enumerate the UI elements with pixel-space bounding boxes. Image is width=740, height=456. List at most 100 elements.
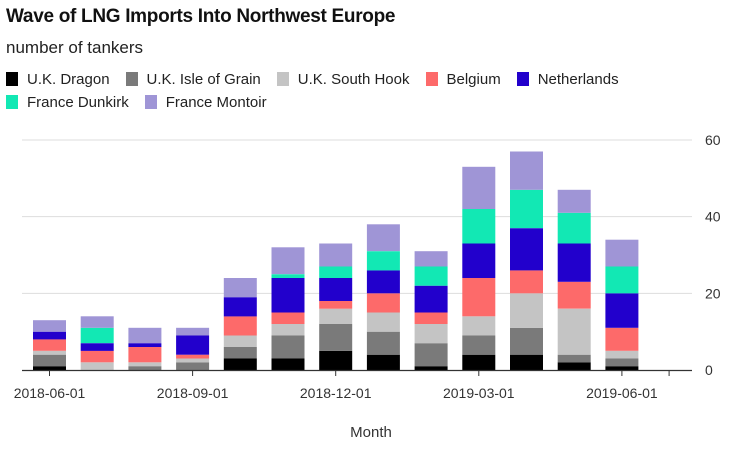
bar-segment: U.K. Isle of Grain 2018-09-01: 2 <box>176 362 210 370</box>
bar-segment: Netherlands 2018-11-01: 9 <box>271 278 305 313</box>
x-axis-title: Month <box>350 424 392 441</box>
legend-item: Belgium <box>425 70 501 88</box>
bar-segment: U.K. Isle of Grain 2019-06-01: 2 <box>605 358 639 367</box>
bar-segment: U.K. Dragon 2019-01-01: 4 <box>366 354 400 370</box>
bar-segment: U.K. South Hook 2018-07-01: 2 <box>80 362 114 370</box>
bar-segment: France Montoir 2019-06-01: 7 <box>605 239 639 267</box>
bar-segment: U.K. South Hook 2019-02-01: 5 <box>414 324 448 344</box>
bar-segment: U.K. South Hook 2019-03-01: 5 <box>462 316 496 336</box>
bar-segment: U.K. Isle of Grain 2018-10-01: 3 <box>223 347 257 359</box>
bar-segment: Belgium 2018-08-01: 4 <box>128 347 162 363</box>
bar-segment: U.K. South Hook 2019-01-01: 5 <box>366 312 400 332</box>
legend-item: France Montoir <box>144 93 267 111</box>
chart-title: Wave of LNG Imports Into Northwest Europ… <box>6 6 396 27</box>
legend-item: U.K. Dragon <box>6 70 110 88</box>
bar-segment: Netherlands 2019-02-01: 7 <box>414 285 448 313</box>
bar-segment: Belgium 2018-10-01: 5 <box>223 316 257 336</box>
bar-segment: Netherlands 2019-06-01: 9 <box>605 293 639 328</box>
legend-label: Belgium <box>446 70 501 88</box>
bar-segment: U.K. South Hook 2018-11-01: 3 <box>271 324 305 336</box>
bar-segment: France Montoir 2019-01-01: 7 <box>366 224 400 252</box>
bar-segment: U.K. Dragon 2019-02-01: 1 <box>414 366 448 370</box>
bar-segment: U.K. Isle of Grain 2019-01-01: 6 <box>366 331 400 355</box>
legend-label: U.K. South Hook <box>297 70 410 88</box>
bar-segment: France Montoir 2018-12-01: 6 <box>319 243 353 267</box>
bar-segment: U.K. Dragon 2018-12-01: 5 <box>319 350 353 370</box>
y-tick-label: 40 <box>705 209 721 225</box>
legend-item: U.K. South Hook <box>276 70 410 88</box>
bar-segment: U.K. South Hook 2018-06-01: 1 <box>33 350 66 355</box>
bar-segment: Belgium 2019-05-01: 7 <box>557 281 591 309</box>
bar-segment: France Dunkirk 2018-07-01: 4 <box>80 327 114 344</box>
bar-segment: U.K. Isle of Grain 2018-12-01: 7 <box>319 324 353 351</box>
bar-segment: U.K. South Hook 2018-08-01: 1 <box>128 362 162 367</box>
bar-segment: Netherlands 2018-10-01: 5 <box>223 297 257 317</box>
x-tick-label: 2018-12-01 <box>300 385 372 401</box>
bar-segment: U.K. South Hook 2018-10-01: 3 <box>223 335 257 347</box>
bar-segment: France Montoir 2019-03-01: 11 <box>462 166 496 209</box>
bar-segment: France Montoir 2019-04-01: 10 <box>510 151 543 190</box>
legend-label: U.K. Dragon <box>27 70 110 88</box>
bar-segment: U.K. Isle of Grain 2018-11-01: 6 <box>271 335 305 359</box>
bar-segment: U.K. South Hook 2018-09-01: 1 <box>176 358 210 363</box>
bar-segment: U.K. Isle of Grain 2019-03-01: 5 <box>462 335 496 355</box>
legend-swatch <box>6 95 18 109</box>
bar-segment: U.K. Isle of Grain 2019-05-01: 2 <box>557 354 591 363</box>
legend-item: France Dunkirk <box>6 93 129 111</box>
bar-segment: U.K. Isle of Grain 2018-08-01: 1 <box>128 366 162 370</box>
bar-segment: Netherlands 2018-09-01: 5 <box>176 335 210 355</box>
bar-segment: U.K. South Hook 2019-06-01: 2 <box>605 350 639 359</box>
legend-label: France Montoir <box>165 93 267 111</box>
bar-segment: U.K. Dragon 2019-05-01: 2 <box>557 362 591 370</box>
bar-segment: U.K. Dragon 2019-03-01: 4 <box>462 354 496 370</box>
bar-segment: U.K. South Hook 2019-05-01: 12 <box>557 308 591 355</box>
bar-segment: France Dunkirk 2019-04-01: 10 <box>510 189 543 229</box>
bar-segment: France Dunkirk 2018-12-01: 3 <box>319 266 353 278</box>
bar-segment: France Dunkirk 2018-11-01: 1 <box>271 274 305 278</box>
bar-segment: U.K. Dragon 2018-10-01: 3 <box>223 358 257 370</box>
legend-swatch <box>125 72 138 86</box>
bar-segment: Belgium 2019-04-01: 6 <box>510 270 543 294</box>
bar-segment: Belgium 2018-09-01: 1 <box>176 354 210 359</box>
bar-segment: U.K. Dragon 2019-06-01: 1 <box>605 366 639 370</box>
x-tick-label: 2018-09-01 <box>157 385 229 401</box>
bar-segment: France Montoir 2018-09-01: 2 <box>176 327 210 336</box>
bar-segment: Netherlands 2019-01-01: 6 <box>366 270 400 294</box>
bar-segment: Belgium 2019-01-01: 5 <box>366 293 400 313</box>
bar-segment: Netherlands 2019-05-01: 10 <box>557 243 591 282</box>
bar-segment: Netherlands 2019-04-01: 11 <box>510 228 543 271</box>
legend-swatch <box>425 72 438 86</box>
bar-segment: France Dunkirk 2019-06-01: 7 <box>605 266 639 294</box>
bar-segment: U.K. South Hook 2019-04-01: 9 <box>510 293 543 328</box>
bar-segment: France Montoir 2018-10-01: 5 <box>223 278 257 298</box>
bar-segment: Belgium 2018-07-01: 3 <box>80 350 114 363</box>
bar-segment: Belgium 2018-12-01: 2 <box>319 301 353 309</box>
x-tick-label: 2019-06-01 <box>586 385 658 401</box>
bar-segment: France Dunkirk 2019-01-01: 5 <box>366 251 400 271</box>
bar-segment: U.K. Isle of Grain 2018-06-01: 3 <box>33 354 66 367</box>
legend-label: U.K. Isle of Grain <box>146 70 261 88</box>
bar-segment: Belgium 2018-06-01: 3 <box>33 339 66 351</box>
bar-segment: France Montoir 2018-06-01: 3 <box>33 320 66 332</box>
bar-segment: Netherlands 2018-06-01: 2 <box>33 331 66 340</box>
legend-item: Netherlands <box>516 70 619 88</box>
bar-segment: France Dunkirk 2019-02-01: 5 <box>414 266 448 286</box>
legend-swatch <box>276 72 289 86</box>
legend-swatch <box>516 72 529 86</box>
bar-segment: France Montoir 2018-08-01: 4 <box>128 327 162 344</box>
bar-segment: U.K. Isle of Grain 2019-02-01: 6 <box>414 343 448 367</box>
bar-segment: Belgium 2019-06-01: 6 <box>605 327 639 351</box>
bar-segment: France Montoir 2019-05-01: 6 <box>557 189 591 213</box>
bar-segment: France Montoir 2018-07-01: 3 <box>80 316 114 328</box>
legend-swatch <box>6 72 18 86</box>
bar-segment: U.K. Dragon 2019-04-01: 4 <box>510 354 543 370</box>
bar-segment: U.K. South Hook 2018-12-01: 4 <box>319 308 353 324</box>
bar-segment: U.K. Isle of Grain 2019-04-01: 7 <box>510 327 543 355</box>
bar-segment: France Dunkirk 2019-05-01: 8 <box>557 212 591 244</box>
bar-segment: France Montoir 2019-02-01: 4 <box>414 251 448 267</box>
bar-segment: France Dunkirk 2019-03-01: 9 <box>462 209 496 244</box>
legend-item: U.K. Isle of Grain <box>125 70 261 88</box>
legend-label: France Dunkirk <box>27 93 129 111</box>
y-tick-label: 60 <box>705 132 721 148</box>
